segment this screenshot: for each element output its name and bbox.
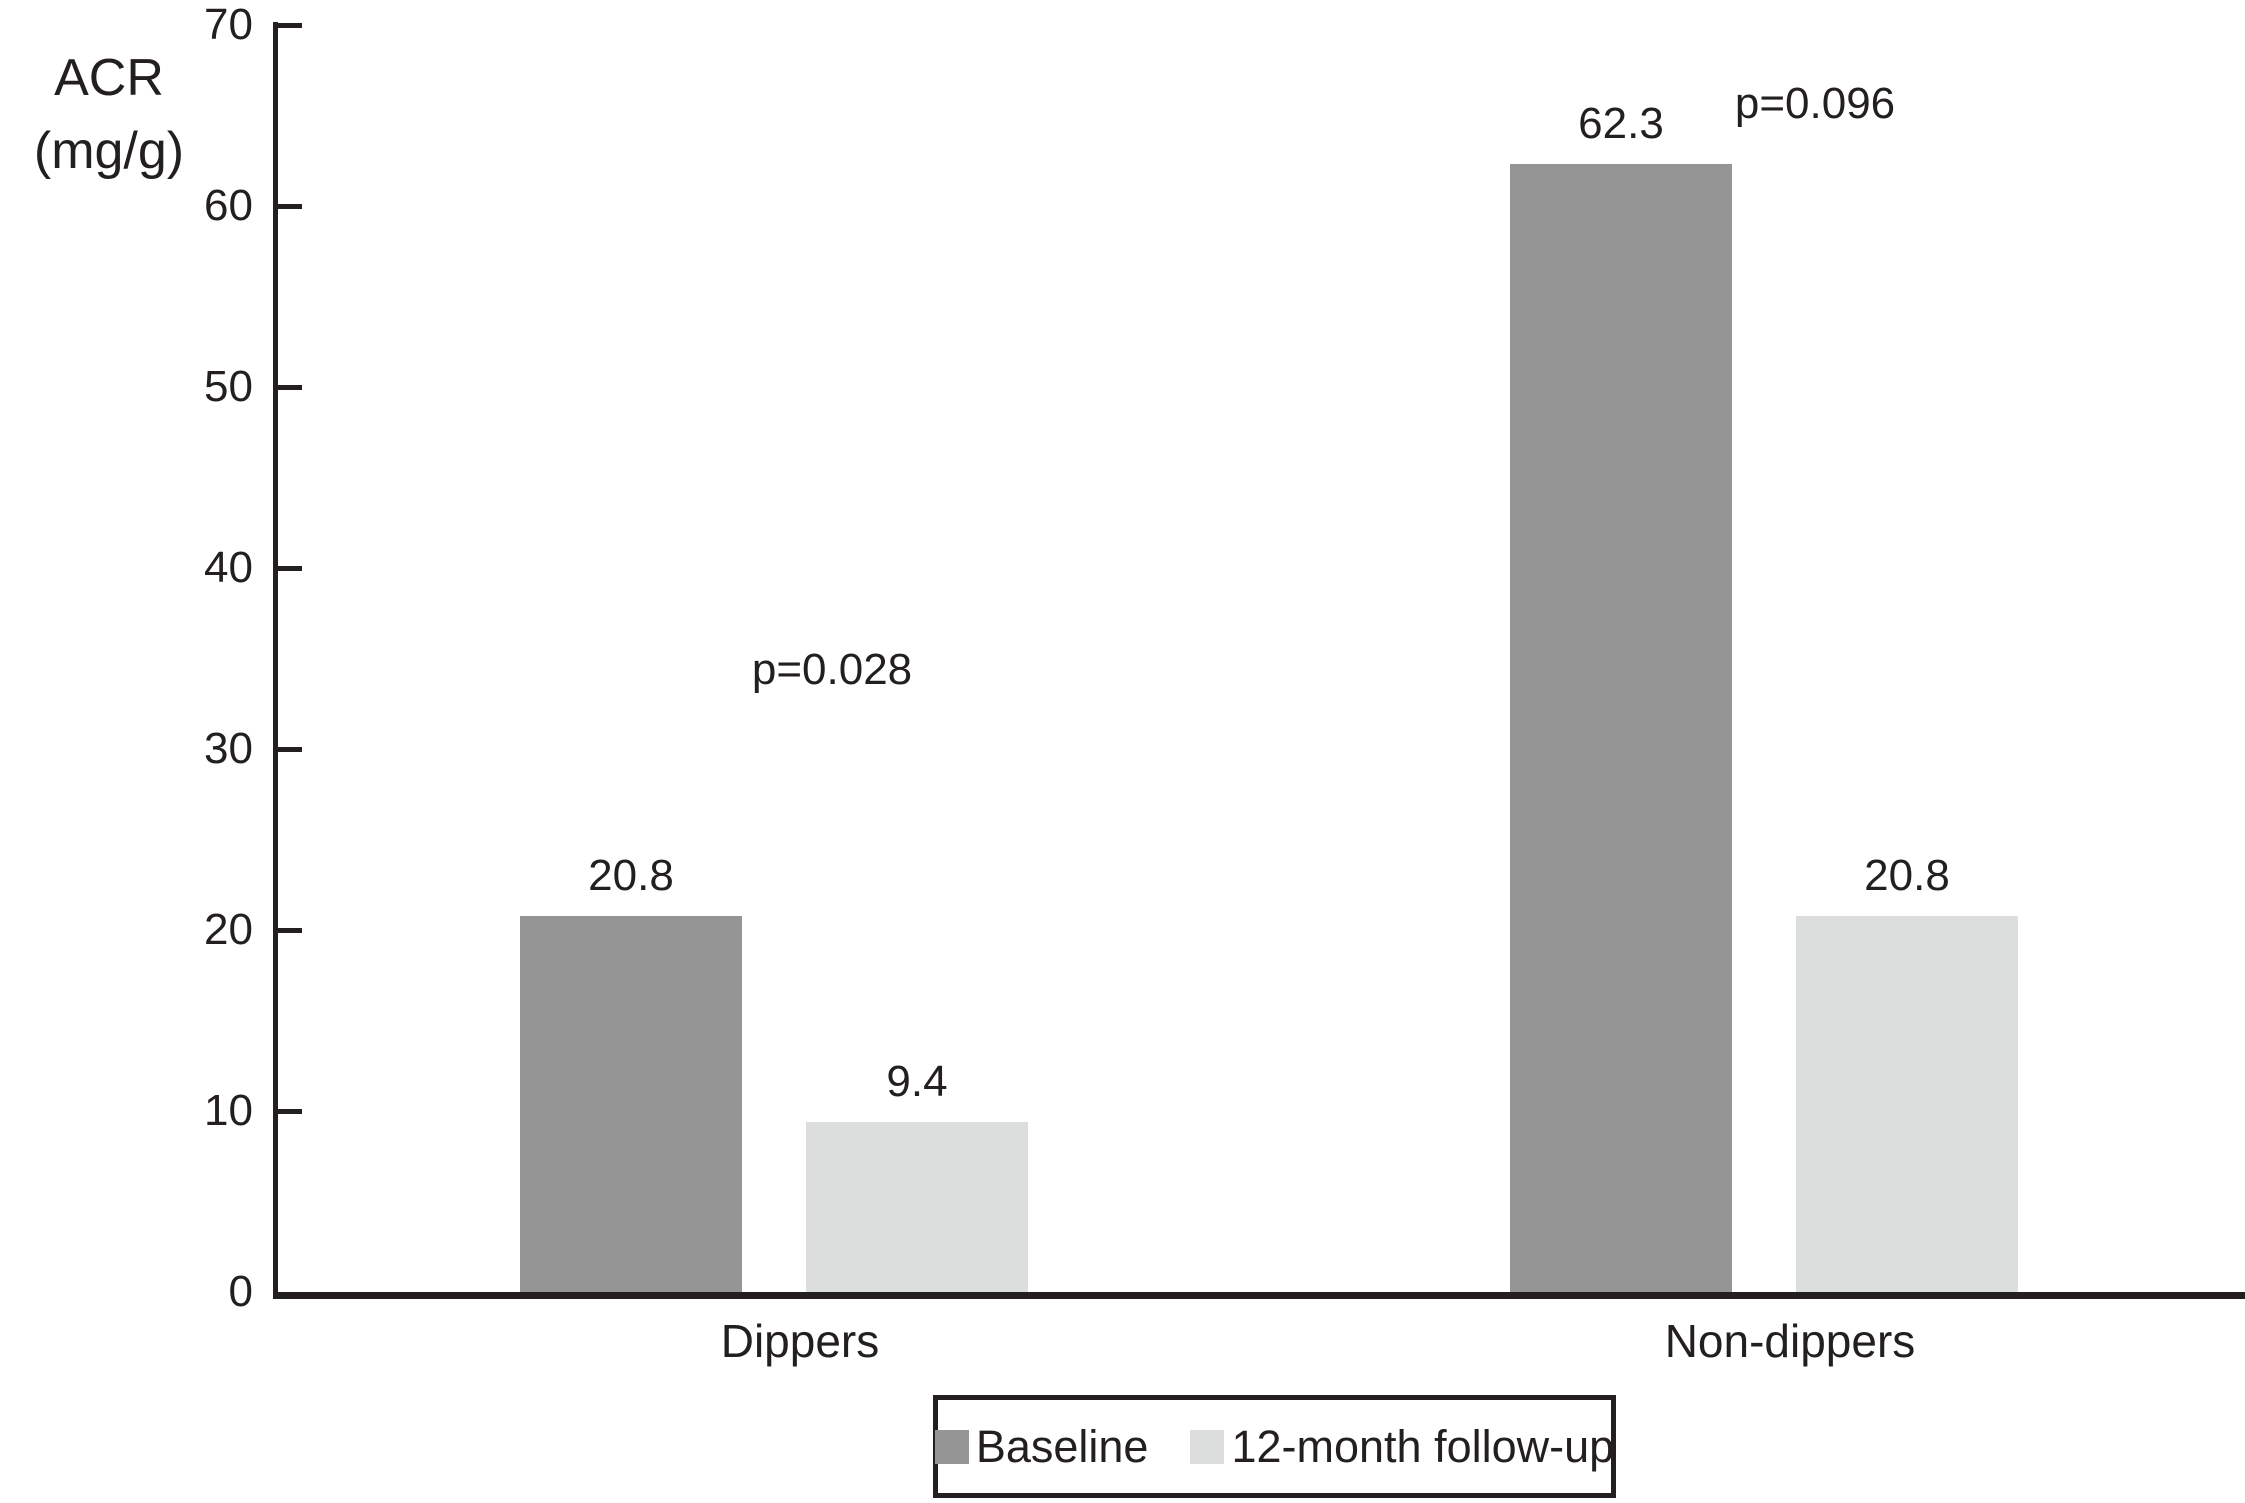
p-value-label: p=0.028 [751,645,913,694]
y-tick-label: 50 [204,362,253,411]
y-tick-mark [278,23,302,28]
bar-value-label: 20.8 [1864,850,1950,900]
bar-value-label: 20.8 [588,850,674,900]
category-label-dippers: Dippers [720,1315,880,1367]
legend-item-followup: 12-month follow-up [1190,1424,1614,1469]
legend-label-followup: 12-month follow-up [1231,1421,1615,1472]
bar-12-month-follow-up-non-dippers [1796,915,2018,1292]
bar-value-label: 62.3 [1578,99,1664,149]
legend-item-baseline: Baseline [934,1421,1149,1472]
y-tick-mark [278,928,302,933]
y-tick-mark [278,385,302,390]
y-tick-label: 10 [204,1086,253,1135]
p-value-label: p=0.096 [1734,79,1896,128]
y-tick-label: 40 [204,543,253,592]
y-tick-mark [278,747,302,752]
y-axis-line [273,22,278,1298]
bar-value-label: 9.4 [886,1056,948,1106]
bar-baseline-non-dippers [1510,164,1732,1292]
y-tick-label: 60 [204,181,253,230]
category-label-non-dippers: Non-dippers [1664,1315,1916,1367]
y-tick-label: 30 [204,724,253,773]
baseline-color-swatch-icon [934,1429,969,1464]
x-axis-line [273,1292,2245,1299]
bar-12-month-follow-up-dippers [806,1121,1028,1292]
y-tick-mark [278,566,302,571]
y-axis-title: ACR (mg/g) [33,49,185,180]
y-tick-mark [278,1109,302,1114]
y-tick-label: 20 [204,905,253,954]
y-tick-label: 70 [204,0,253,49]
y-tick-mark [278,204,302,209]
followup-color-swatch-icon [1190,1429,1225,1464]
legend-label-baseline: Baseline [975,1421,1149,1472]
legend-box: Baseline 12-month follow-up [933,1395,1616,1498]
bar-baseline-dippers [520,915,742,1292]
y-tick-label: 0 [228,1267,253,1316]
